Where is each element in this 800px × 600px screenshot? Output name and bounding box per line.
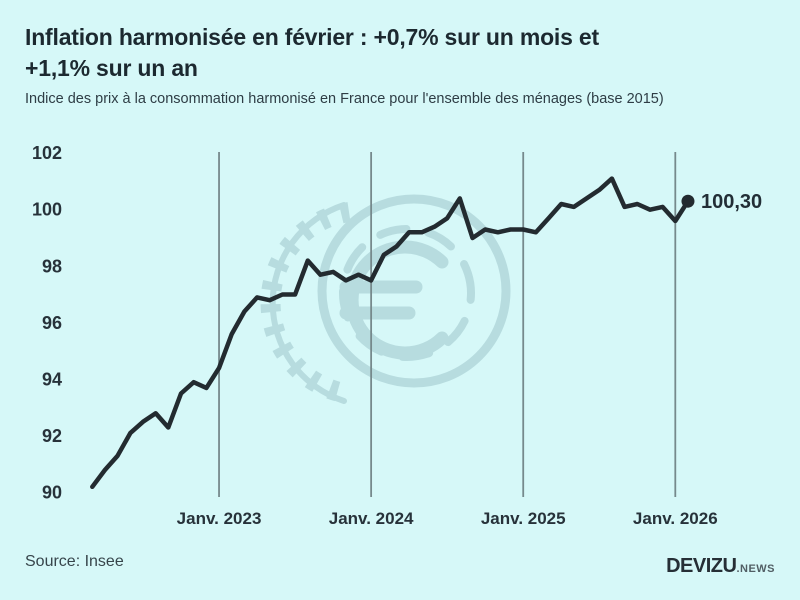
- data-series: 100,30: [90, 176, 762, 490]
- y-axis-tick-label: 94: [42, 369, 62, 389]
- y-axis-tick-label: 98: [42, 256, 62, 276]
- chart-header: Inflation harmonisée en février : +0,7% …: [25, 22, 780, 107]
- x-axis-tick-label: Janv. 2026: [633, 509, 718, 528]
- source-credit: Source: Insee: [25, 553, 124, 570]
- page-title-line-1: Inflation harmonisée en février : +0,7% …: [25, 24, 599, 50]
- x-axis-tick-label: Janv. 2023: [177, 509, 262, 528]
- x-axis-tick-label: Janv. 2025: [481, 509, 566, 528]
- last-point-marker: [681, 194, 695, 208]
- y-axis-tick-label: 100: [32, 200, 62, 220]
- euro-coin-watermark-icon: [260, 194, 511, 404]
- last-point-value-label: 100,30: [701, 191, 762, 213]
- axis-labels: Janv. 2023 Janv. 2024 Janv. 2025 Janv. 2026…: [32, 143, 718, 528]
- brand-suffix: .NEWS: [736, 563, 775, 575]
- brand-name: DEVIZU: [666, 555, 737, 577]
- hicp-index-line: [90, 176, 691, 490]
- chart-subtitle: Indice des prix à la consommation harmon…: [25, 91, 664, 107]
- y-axis-tick-label: 96: [42, 313, 62, 333]
- y-axis-tick-label: 92: [42, 426, 62, 446]
- y-axis-tick-label: 102: [32, 143, 62, 163]
- y-axis-tick-label: 90: [42, 483, 62, 503]
- gridlines: [218, 152, 677, 497]
- x-axis-tick-label: Janv. 2024: [329, 509, 414, 528]
- brand-logo: DEVIZU.NEWS: [666, 555, 775, 578]
- page-title-line-2: +1,1% sur un an: [25, 55, 198, 81]
